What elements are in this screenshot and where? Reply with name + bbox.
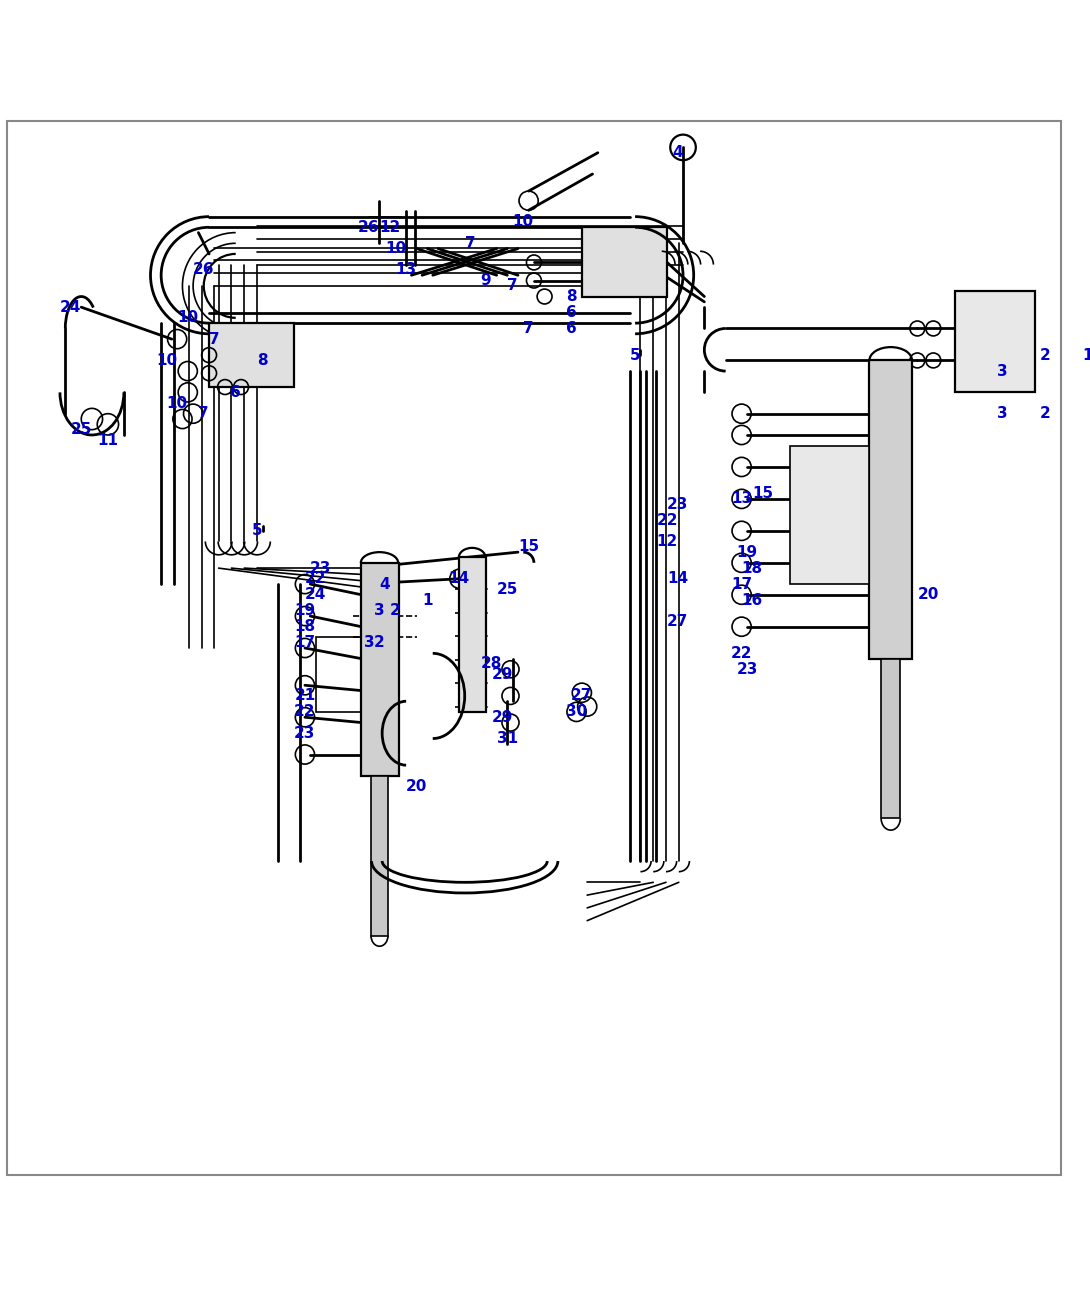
Text: 13: 13: [731, 491, 752, 507]
Text: 3: 3: [374, 603, 385, 618]
Bar: [870, 360, 912, 658]
Text: 7: 7: [523, 321, 534, 336]
Text: 21: 21: [294, 688, 316, 704]
Text: 22: 22: [294, 705, 316, 719]
Text: 6: 6: [230, 385, 241, 400]
Text: 2: 2: [390, 603, 401, 618]
Text: 2: 2: [1040, 347, 1051, 363]
Text: 2: 2: [374, 635, 385, 651]
Text: 26: 26: [359, 220, 379, 235]
Text: 11: 11: [97, 433, 119, 448]
Bar: [582, 227, 667, 297]
Text: 13: 13: [396, 262, 416, 277]
Text: 10: 10: [385, 241, 407, 257]
Text: 23: 23: [311, 561, 331, 575]
Text: 4: 4: [379, 577, 390, 591]
Text: 22: 22: [731, 645, 752, 661]
Text: 30: 30: [566, 705, 588, 719]
Text: 10: 10: [167, 395, 187, 411]
Text: 15: 15: [518, 539, 540, 555]
Text: 8: 8: [257, 353, 268, 368]
Bar: [459, 557, 486, 712]
Text: 14: 14: [667, 572, 688, 586]
Text: 19: 19: [294, 603, 315, 618]
Bar: [362, 562, 399, 776]
Bar: [789, 446, 870, 584]
Text: 18: 18: [294, 619, 315, 634]
Text: 24: 24: [60, 299, 82, 315]
Bar: [209, 323, 294, 388]
Text: 22: 22: [305, 572, 326, 586]
Text: 29: 29: [492, 667, 512, 682]
Bar: [955, 292, 1034, 393]
Text: 23: 23: [736, 662, 758, 677]
Text: 9: 9: [481, 273, 492, 288]
Text: 8: 8: [566, 289, 577, 305]
Text: 31: 31: [497, 731, 518, 746]
Text: 3: 3: [997, 364, 1008, 378]
Text: 5: 5: [630, 347, 641, 363]
Text: 6: 6: [566, 321, 577, 336]
Text: 19: 19: [737, 544, 758, 560]
Text: 1: 1: [422, 592, 433, 608]
Text: 12: 12: [379, 220, 401, 235]
Text: 23: 23: [667, 496, 689, 512]
Text: 27: 27: [571, 688, 593, 704]
Bar: [316, 638, 362, 712]
Text: 3: 3: [997, 406, 1008, 421]
Text: 2: 2: [1040, 406, 1051, 421]
Text: 23: 23: [294, 726, 316, 741]
Text: 26: 26: [193, 262, 215, 277]
Text: 10: 10: [512, 214, 534, 229]
Text: 16: 16: [741, 592, 763, 608]
Bar: [371, 776, 388, 936]
Text: 28: 28: [481, 657, 502, 671]
Text: 29: 29: [492, 710, 512, 724]
Text: 10: 10: [156, 353, 177, 368]
Text: 25: 25: [497, 582, 518, 597]
Text: 14: 14: [449, 572, 470, 586]
Text: 24: 24: [305, 587, 326, 603]
Text: 7: 7: [209, 332, 220, 346]
Text: 6: 6: [566, 305, 577, 320]
Text: 3: 3: [364, 635, 374, 651]
Text: 22: 22: [656, 513, 678, 527]
Text: 18: 18: [741, 561, 763, 575]
Bar: [881, 658, 900, 818]
Text: 7: 7: [507, 279, 518, 293]
Text: 1: 1: [1082, 347, 1090, 363]
Text: 7: 7: [198, 406, 209, 421]
Text: 5: 5: [252, 524, 263, 538]
Text: 20: 20: [918, 587, 938, 603]
Text: 10: 10: [178, 310, 198, 325]
Text: 27: 27: [667, 614, 689, 629]
Text: 17: 17: [294, 635, 315, 651]
Text: 4: 4: [673, 145, 683, 161]
Text: 20: 20: [407, 779, 427, 794]
Text: 7: 7: [464, 236, 475, 250]
Text: 15: 15: [752, 486, 774, 502]
Text: 17: 17: [731, 577, 752, 591]
Text: 12: 12: [656, 534, 678, 550]
Text: 25: 25: [71, 422, 92, 437]
